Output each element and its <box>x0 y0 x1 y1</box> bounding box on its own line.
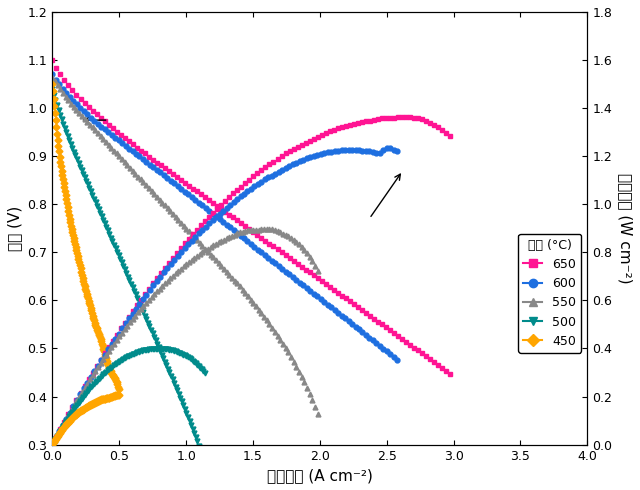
Y-axis label: 전력밀도 (W cm⁻²): 전력밀도 (W cm⁻²) <box>618 173 633 284</box>
X-axis label: 전류밀도 (A cm⁻²): 전류밀도 (A cm⁻²) <box>267 468 372 483</box>
Legend: 650, 600, 550, 500, 450: 650, 600, 550, 500, 450 <box>518 234 581 353</box>
Y-axis label: 전압 (V): 전압 (V) <box>7 206 22 251</box>
